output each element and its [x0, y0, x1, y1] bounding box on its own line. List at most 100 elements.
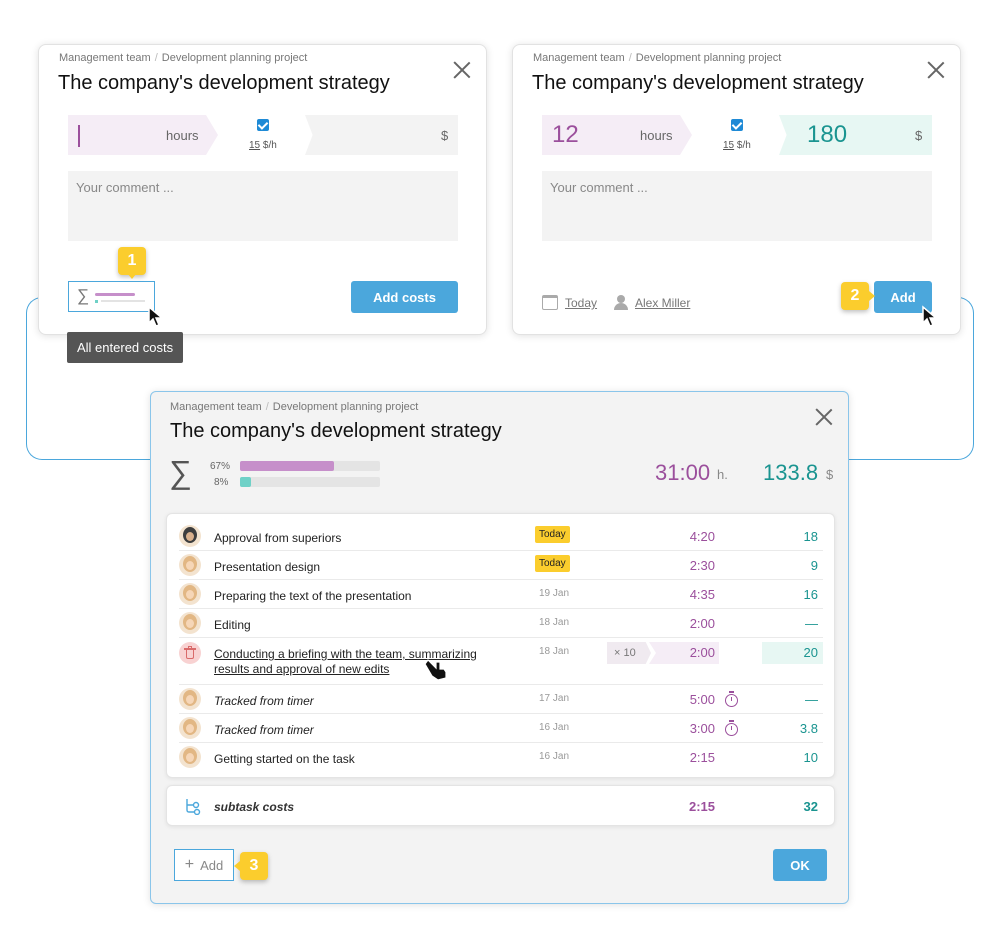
list-item-hovered[interactable]: Conducting a briefing with the team, sum… — [179, 638, 823, 685]
subtask-hours: 2:15 — [688, 799, 715, 814]
right-cost-card: Management team / Development planning pro… — [512, 44, 961, 335]
rate-checkbox[interactable] — [731, 119, 743, 131]
avatar — [179, 583, 201, 605]
subtask-label: subtask costs — [214, 800, 295, 814]
rate-label[interactable]: 15 $/h — [249, 140, 277, 151]
list-item[interactable]: Preparing the text of the presentation 1… — [179, 580, 823, 609]
breadcrumb-project[interactable]: Development planning project — [161, 52, 308, 64]
badge-pointer — [127, 273, 137, 279]
rate-unit: $/h — [262, 140, 277, 151]
breadcrumb: Management team / Development planning pro… — [533, 52, 782, 64]
subtask-icon — [186, 799, 201, 815]
date-badge: Today — [535, 526, 570, 543]
item-hours: 4:35 — [689, 587, 715, 602]
item-cost: 3.8 — [799, 721, 818, 736]
progress-bar-cost — [240, 477, 380, 487]
breadcrumb-team[interactable]: Management team — [170, 401, 262, 413]
costs-list-card: Management team / Development planning pro… — [150, 391, 849, 904]
item-name: Presentation design — [214, 560, 321, 574]
item-name: Preparing the text of the presentation — [214, 589, 412, 603]
money-value: 180 — [807, 121, 848, 148]
date-link[interactable]: Today — [565, 296, 598, 310]
cost-field[interactable] — [762, 642, 823, 664]
hours-value: 12 — [552, 121, 579, 148]
item-cost: — — [805, 616, 818, 631]
item-hours: 2:00 — [689, 645, 715, 660]
ok-button[interactable]: OK — [773, 849, 827, 881]
comment-field[interactable]: Your comment ... — [542, 171, 932, 241]
list-item[interactable]: Tracked from timer 17 Jan 5:00 — — [179, 685, 823, 714]
text-caret — [78, 125, 80, 147]
close-icon[interactable] — [454, 62, 470, 78]
progress-fill-cost — [240, 477, 252, 487]
timer-icon — [725, 691, 738, 707]
total-hours: 31:00 — [655, 460, 711, 485]
comment-field[interactable]: Your comment ... — [68, 171, 458, 241]
list-item[interactable]: Approval from superiors Today 4:20 18 — [179, 522, 823, 551]
money-input[interactable]: $ — [305, 115, 458, 155]
item-cost: 9 — [810, 558, 818, 573]
item-date: 18 Jan — [539, 646, 570, 657]
list-item[interactable]: Editing 18 Jan 2:00 — — [179, 609, 823, 638]
add-button[interactable]: Add — [874, 281, 932, 313]
trash-icon[interactable] — [179, 642, 201, 664]
rate-value: 15 — [249, 140, 261, 151]
item-name: Editing — [214, 618, 251, 632]
page-title: The company's development strategy — [532, 72, 864, 94]
item-name: Approval from superiors — [214, 531, 342, 545]
purple-bar-icon — [95, 293, 135, 296]
all-costs-button[interactable]: ∑ — [68, 281, 155, 312]
close-icon[interactable] — [816, 409, 832, 425]
item-cost: 10 — [803, 750, 818, 765]
add-label: Add — [200, 857, 224, 873]
breadcrumb-project[interactable]: Development planning project — [635, 52, 782, 64]
hours-field[interactable] — [649, 642, 719, 664]
rate-label[interactable]: 15 $/h — [723, 140, 751, 151]
breadcrumb-project[interactable]: Development planning project — [272, 401, 419, 413]
user-link[interactable]: Alex Miller — [635, 296, 691, 310]
item-date: 16 Jan — [539, 751, 570, 762]
item-name: Tracked from timer — [214, 694, 314, 708]
gray-bar-icon — [101, 300, 145, 302]
costs-list: Approval from superiors Today 4:20 18 Pr… — [166, 513, 835, 778]
list-item[interactable]: Tracked from timer 16 Jan 3:00 3.8 — [179, 714, 823, 743]
item-cost: 18 — [803, 529, 818, 544]
subtask-costs-row[interactable]: subtask costs 2:15 32 — [166, 785, 835, 826]
item-hours: 3:00 — [689, 721, 715, 736]
item-cost: 20 — [803, 645, 818, 660]
item-hours: 4:20 — [689, 529, 715, 544]
item-name: Getting started on the task — [214, 752, 355, 766]
hours-input[interactable]: hours — [68, 115, 218, 155]
breadcrumb-team[interactable]: Management team — [59, 52, 151, 64]
add-costs-button[interactable]: Add costs — [351, 281, 458, 313]
user-icon — [614, 295, 628, 310]
breadcrumb: Management team / Development planning pro… — [170, 401, 419, 413]
cursor-icon — [922, 305, 939, 327]
add-cost-button[interactable]: + Add — [174, 849, 234, 881]
item-date: 18 Jan — [539, 617, 570, 628]
page-title: The company's development strategy — [58, 72, 390, 94]
item-hours: 2:00 — [689, 616, 715, 631]
item-cost: — — [805, 692, 818, 707]
step-badge-1: 1 — [118, 247, 146, 275]
avatar — [179, 525, 201, 547]
hours-unit: hours — [166, 128, 199, 143]
item-name-line1: Conducting a briefing with the team, sum… — [214, 647, 477, 661]
close-icon[interactable] — [928, 62, 944, 78]
rate-value: 15 — [723, 140, 735, 151]
list-item[interactable]: Presentation design Today 2:30 9 — [179, 551, 823, 580]
avatar — [179, 746, 201, 768]
list-item[interactable]: Getting started on the task 16 Jan 2:15 … — [179, 743, 823, 772]
rate-checkbox[interactable] — [257, 119, 269, 131]
badge-pointer — [869, 291, 875, 301]
avatar — [179, 688, 201, 710]
money-input[interactable]: 180 $ — [779, 115, 932, 155]
sigma-icon: ∑ — [77, 286, 90, 305]
multiplier-field[interactable]: × 10 — [607, 642, 651, 664]
item-date: 17 Jan — [539, 693, 570, 704]
hours-input[interactable]: 12 hours — [542, 115, 692, 155]
hand-cursor-icon — [424, 659, 447, 681]
item-name-link[interactable]: Conducting a briefing with the team, sum… — [214, 647, 477, 677]
breadcrumb-team[interactable]: Management team — [533, 52, 625, 64]
calendar-icon — [542, 295, 558, 310]
